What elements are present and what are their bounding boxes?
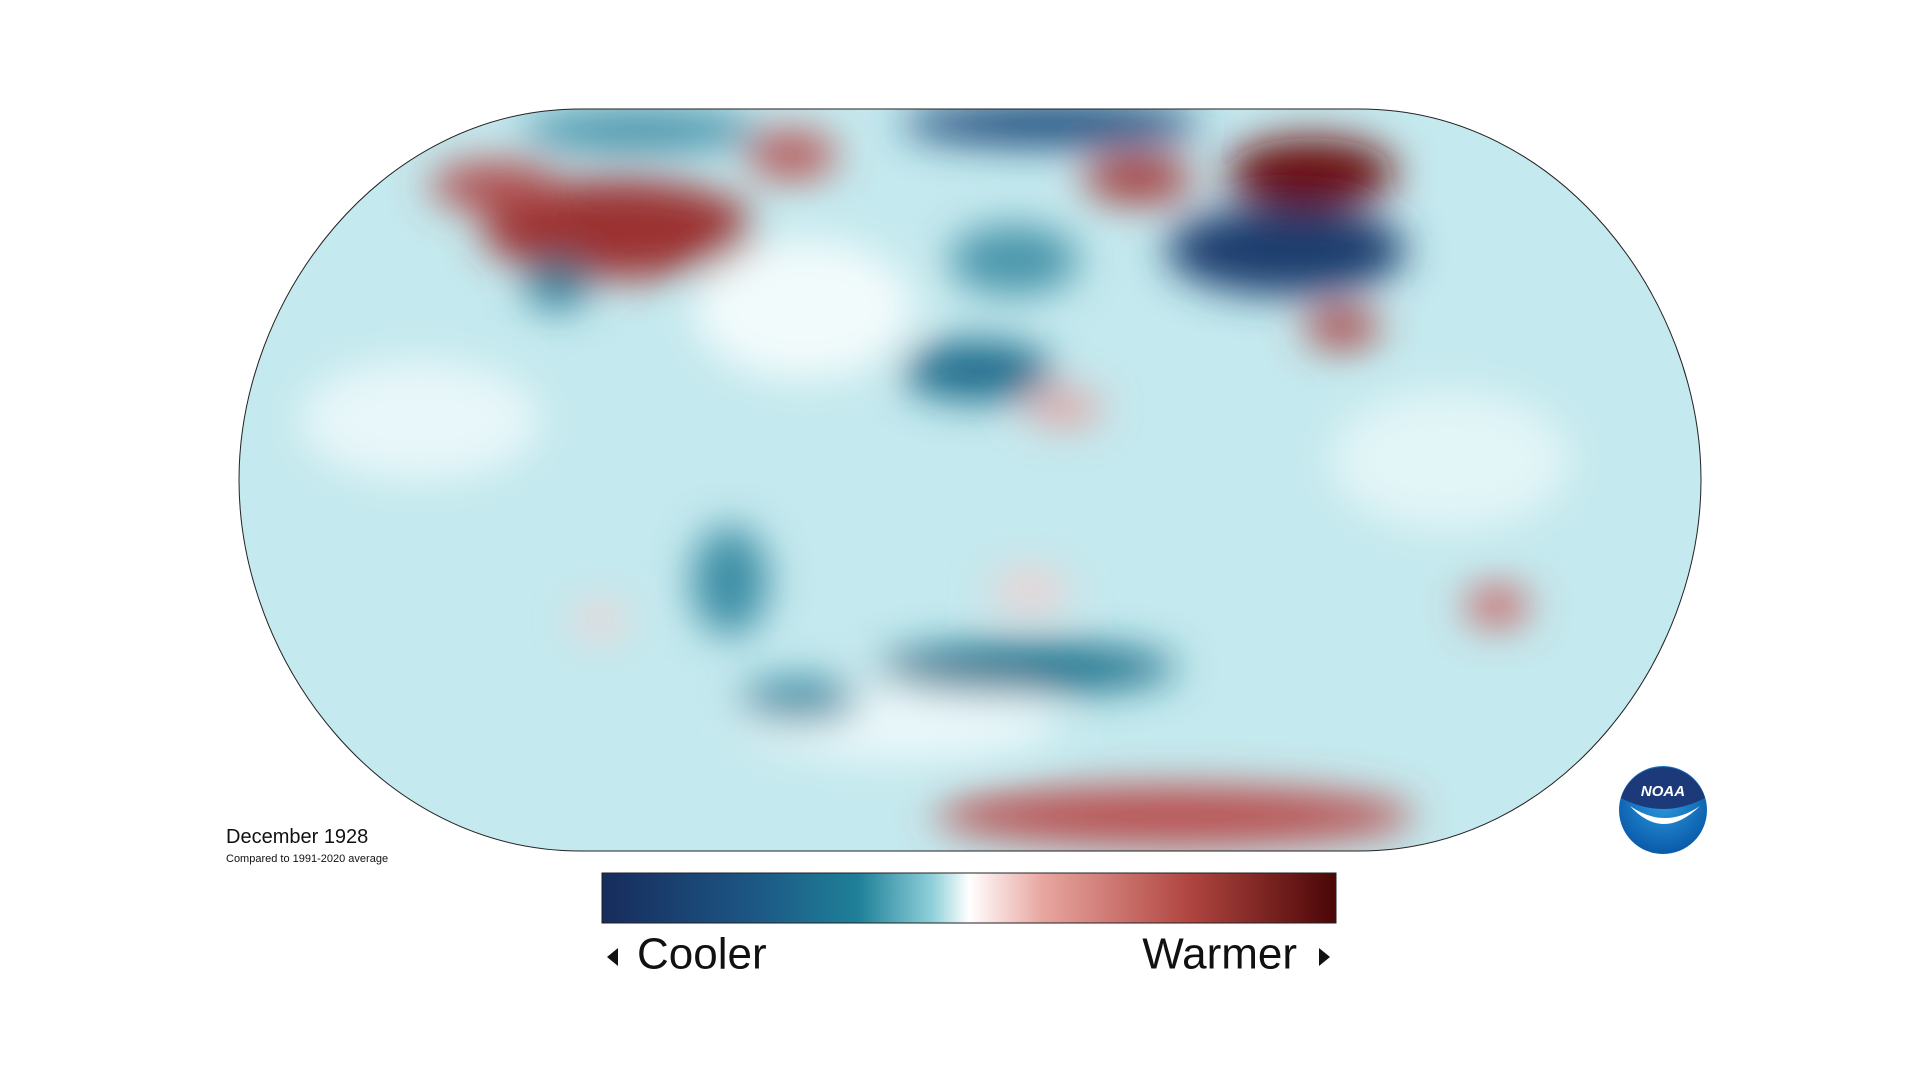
caption-subtitle: Compared to 1991-2020 average bbox=[226, 853, 388, 865]
noaa-logo: NOAA bbox=[1619, 766, 1707, 854]
right-arrow bbox=[1319, 948, 1330, 966]
logo-text: NOAA bbox=[1641, 783, 1685, 800]
caption-title: December 1928 bbox=[226, 826, 368, 848]
color-scale bbox=[601, 872, 1337, 924]
legend-high: Warmer bbox=[1142, 930, 1297, 979]
left-arrow bbox=[607, 948, 618, 966]
anomaly-field bbox=[239, 109, 1701, 851]
map-outline bbox=[238, 108, 1702, 852]
legend-low: Cooler bbox=[637, 930, 767, 979]
